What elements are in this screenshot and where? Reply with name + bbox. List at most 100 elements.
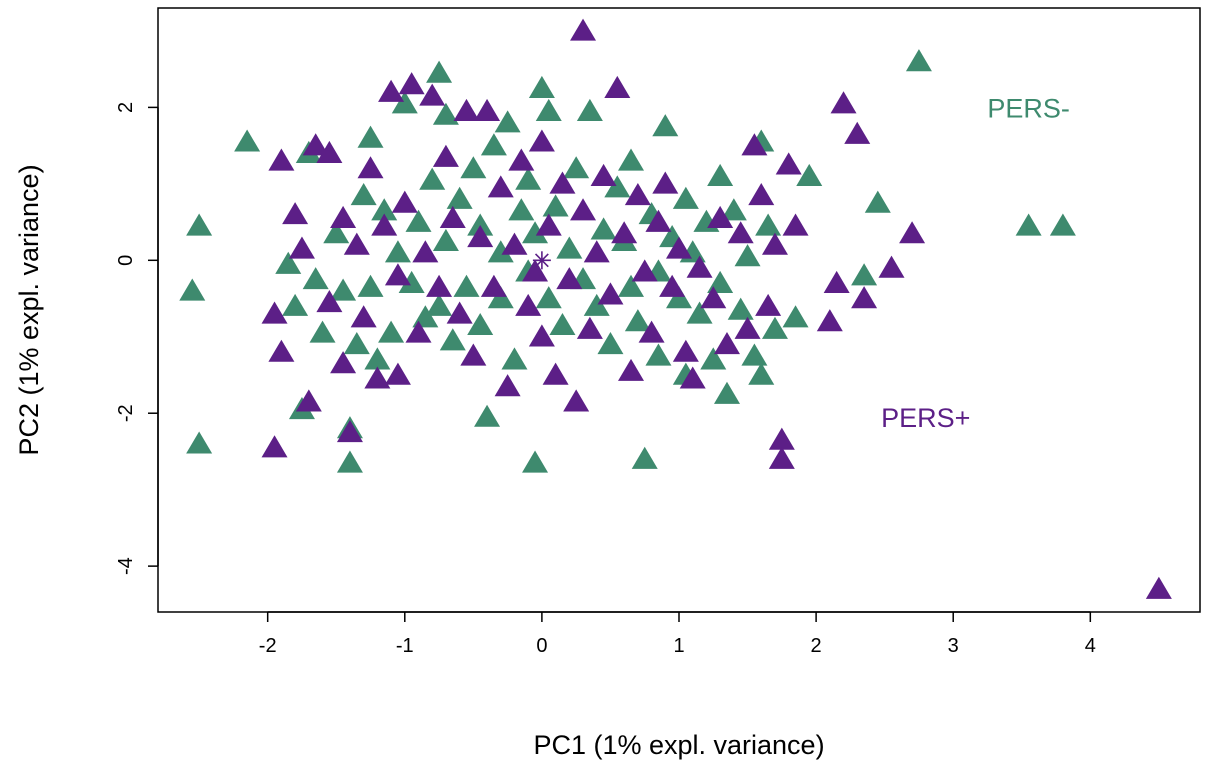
pers-plus-label: PERS+ — [881, 403, 970, 433]
pers-minus-point — [522, 221, 549, 244]
pers-minus-point — [234, 129, 261, 152]
pers-plus-point — [432, 144, 459, 167]
pers-plus-point — [350, 305, 377, 328]
pers-minus-point — [522, 450, 549, 473]
pers-minus-point — [851, 263, 878, 286]
pers-plus-point — [748, 182, 775, 206]
pers-plus-point — [446, 301, 473, 324]
pers-minus-point — [302, 267, 329, 290]
pers-minus-point — [549, 312, 576, 336]
pers-plus-point — [522, 259, 549, 282]
pers-minus-point — [309, 320, 336, 343]
pers-plus-point — [604, 75, 631, 99]
pers-minus-point — [186, 213, 213, 236]
x-tick-label: 3 — [948, 635, 959, 657]
pers-plus-point — [611, 221, 638, 244]
pers-plus-point — [713, 332, 740, 355]
pers-minus-point — [364, 347, 391, 370]
pers-plus-point — [316, 290, 343, 313]
pers-plus-point — [768, 427, 795, 450]
pers-plus-point — [330, 351, 357, 374]
pers-plus-point — [899, 221, 926, 244]
pers-minus-point — [446, 186, 473, 209]
pers-plus-point — [398, 72, 425, 95]
pers-plus-point — [515, 293, 542, 316]
x-tick-label: 1 — [673, 635, 684, 657]
pers-minus-point — [494, 110, 521, 133]
pers-plus-point — [467, 225, 494, 248]
pers-plus-point — [556, 267, 583, 290]
pers-minus-point — [336, 450, 363, 473]
pers-minus-point — [474, 404, 501, 427]
pers-plus-point — [741, 133, 768, 156]
pers-plus-point — [823, 270, 850, 293]
pers-minus-point — [467, 312, 494, 336]
pers-minus-point — [384, 240, 411, 263]
pers-minus-point — [563, 156, 590, 179]
pers-minus-point — [357, 274, 384, 297]
pers-plus-point — [549, 171, 576, 194]
pers-minus-point — [460, 156, 487, 179]
pers-minus-point — [343, 332, 370, 355]
pers-plus-point — [316, 140, 343, 164]
pers-minus-point — [371, 198, 398, 221]
pers-minus-point — [864, 190, 891, 213]
pers-plus-point — [302, 133, 329, 156]
pers-minus-point — [186, 431, 213, 454]
pers-minus-point — [501, 347, 528, 370]
pers-plus-point — [378, 79, 405, 102]
pers-plus-point — [583, 240, 610, 263]
pers-plus-point — [761, 232, 788, 255]
pers-minus-point — [652, 114, 679, 137]
pers-plus-point — [775, 152, 802, 175]
pers-minus-point — [734, 244, 761, 267]
pers-plus-point — [384, 263, 411, 286]
pers-plus-point — [590, 163, 617, 186]
pers-plus-point — [336, 419, 363, 443]
pers-minus-point — [590, 217, 617, 240]
pers-minus-point — [631, 446, 658, 469]
pers-plus-point — [439, 205, 466, 229]
pers-plus-point — [666, 236, 692, 259]
pers-plus-point — [686, 255, 713, 278]
pers-plus-point — [576, 316, 603, 339]
pers-plus-point — [535, 213, 562, 236]
pers-plus-point — [700, 286, 727, 309]
pers-minus-point — [528, 75, 555, 99]
pers-plus-point — [295, 389, 322, 412]
pers-minus-point — [761, 316, 788, 339]
pers-minus-point — [535, 98, 562, 121]
pers-plus-point — [878, 255, 905, 278]
pers-plus-point — [816, 309, 843, 332]
pers-plus-point — [501, 232, 528, 255]
pers-plus-point — [618, 358, 645, 381]
pers-plus-point — [659, 274, 686, 297]
pers-minus-point — [467, 213, 494, 236]
pers-plus-point — [268, 339, 295, 362]
pers-plus-point — [851, 286, 878, 309]
pers-minus-point — [1015, 213, 1042, 236]
pers-plus-point — [364, 366, 391, 389]
pers-plus-point — [570, 18, 597, 41]
pers-plus-point — [707, 205, 734, 229]
pers-minus-point — [666, 286, 692, 309]
pers-minus-point — [624, 309, 651, 332]
pers-plus-point — [268, 148, 295, 171]
pers-plus-point — [343, 232, 370, 255]
x-tick-label: 2 — [811, 635, 822, 657]
axes: -2 -1 0 1 2 3 4 -4 -2 0 2 — [115, 102, 1096, 657]
pers-minus-point — [905, 49, 932, 72]
pers-minus-point — [556, 236, 583, 259]
pers-minus-point — [398, 270, 425, 293]
pers-plus-point — [487, 175, 514, 198]
pers-minus-point — [741, 343, 768, 366]
x-tick-label: 4 — [1085, 635, 1096, 657]
pers-minus-point — [707, 163, 734, 186]
pers-plus-point — [734, 316, 761, 339]
pers-plus-point — [474, 98, 501, 121]
pers-plus-point — [357, 156, 384, 179]
y-axis-label: PC2 (1% expl. variance) — [14, 164, 44, 455]
annotations: PERS- PERS+ — [881, 93, 1070, 433]
pers-minus-point — [782, 305, 809, 328]
